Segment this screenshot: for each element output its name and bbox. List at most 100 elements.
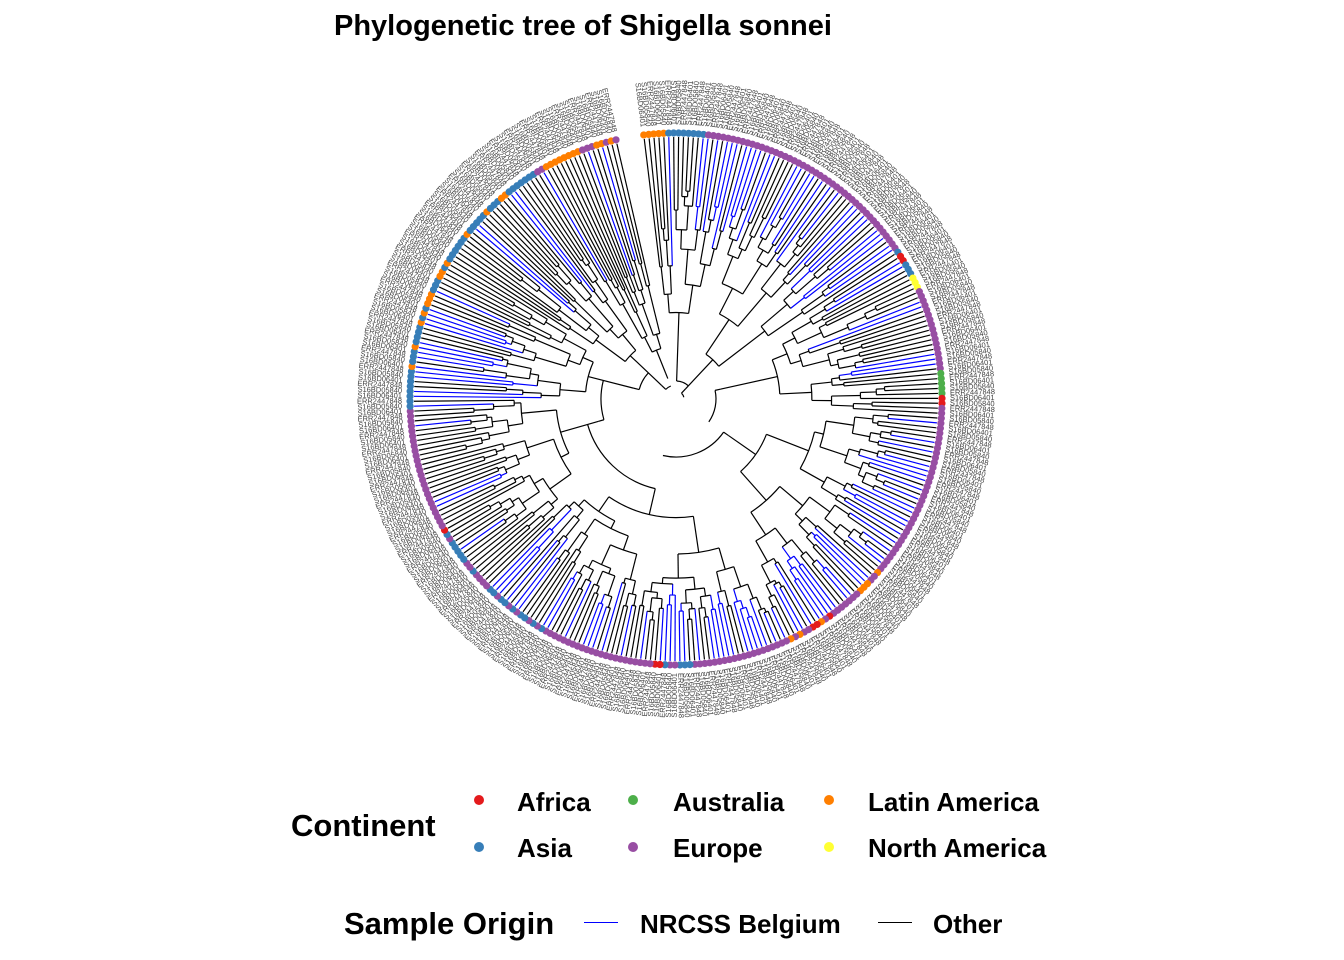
tree-branch <box>878 440 933 453</box>
tree-branch <box>427 456 506 484</box>
tip-label: S16BD06401 <box>357 391 402 400</box>
tree-branch <box>786 560 793 569</box>
tree-branch <box>422 443 503 466</box>
tree-branch <box>794 566 828 614</box>
tree-branch <box>573 592 596 641</box>
tree-branch <box>699 264 706 287</box>
tree-branch <box>564 581 592 637</box>
tree-branch-arc <box>872 485 876 490</box>
tree-branch <box>821 286 830 293</box>
tree-branch <box>592 150 636 275</box>
tree-branch <box>860 448 878 455</box>
tip-label: S16BD05840 <box>646 672 658 717</box>
tip-label: S16BD06401 <box>652 672 664 717</box>
tree-branch <box>503 440 525 448</box>
tree-branch-arc <box>813 534 817 538</box>
tree-branch <box>805 237 884 300</box>
tree-branch <box>511 194 583 283</box>
tree-branch <box>640 611 648 659</box>
tree-branch <box>522 474 530 480</box>
tree-branch <box>890 434 935 444</box>
tip-point <box>406 402 414 410</box>
tree-branch <box>774 527 788 544</box>
tree-branch <box>660 266 665 295</box>
tree-branch <box>844 461 862 470</box>
tree-branch-arc <box>705 353 720 367</box>
tree-branch <box>518 557 558 610</box>
tree-branch <box>818 323 827 329</box>
tree-branch <box>797 331 822 345</box>
tree-branch-arc <box>549 527 554 533</box>
tree-branch <box>607 596 613 608</box>
tree-branch <box>779 587 803 629</box>
tip-point <box>671 661 679 669</box>
tree-branch-arc <box>790 288 797 295</box>
tree-branch <box>864 543 885 559</box>
tree-branch <box>738 222 751 249</box>
tree-branch-arc <box>600 380 605 420</box>
tree-branch <box>450 264 515 304</box>
tree-branch <box>805 551 815 563</box>
tree-branch <box>868 465 924 486</box>
tree-branch <box>608 568 612 574</box>
tree-branch <box>840 315 925 345</box>
tree-branch <box>438 484 494 512</box>
tree-branch-arc <box>524 440 531 456</box>
tree-branch <box>521 409 557 414</box>
tree-branch-arc <box>585 262 591 267</box>
tree-branch-arc <box>695 229 701 231</box>
tree-branch <box>723 431 729 437</box>
tree-branch <box>574 157 626 278</box>
tree-branch-arc <box>812 543 817 548</box>
tree-branch <box>847 515 893 548</box>
legend-label-north-america: North America <box>868 833 1047 863</box>
tree-branch <box>606 145 640 265</box>
tree-branch <box>702 140 719 232</box>
tree-branch <box>811 563 844 602</box>
tree-branch <box>518 188 596 291</box>
tree-branch <box>587 604 604 647</box>
tree-branch <box>891 430 936 439</box>
tree-branch <box>592 606 607 648</box>
tree-branch <box>827 241 887 287</box>
tree-branch <box>556 273 568 285</box>
tree-branch <box>558 535 565 542</box>
tree-branch <box>655 334 662 349</box>
tree-branch <box>426 459 486 480</box>
tree-branch <box>717 592 721 604</box>
tree-branch-arc <box>662 431 725 458</box>
tree-branch <box>463 521 507 554</box>
tree-branch <box>604 300 628 332</box>
tree-branch <box>547 169 611 281</box>
tree-branch <box>521 279 538 293</box>
tree-branch <box>492 419 508 423</box>
tree-branch-arc <box>549 335 552 340</box>
tree-branch-arc <box>566 280 572 285</box>
tip-label: ERR2447848 <box>679 80 689 125</box>
tree-branch <box>837 354 860 361</box>
tree-branch <box>533 477 544 485</box>
tree-branch <box>433 299 535 342</box>
tree-branch <box>574 310 592 326</box>
tree-branch-arc <box>628 592 637 596</box>
tree-branch <box>493 405 515 408</box>
tree-branch <box>673 137 675 211</box>
tree-branch <box>771 175 815 245</box>
tree-branch <box>872 488 915 509</box>
tree-branch <box>776 186 831 262</box>
tree-branch <box>469 511 533 562</box>
tree-branch <box>809 496 831 513</box>
tree-branch <box>827 348 844 355</box>
tree-branch <box>506 504 515 511</box>
tree-branch <box>812 546 855 592</box>
tree-branch <box>802 359 830 368</box>
tree-branch <box>773 594 795 634</box>
tip-label: ERR2447848 <box>640 671 653 717</box>
tree-branch <box>436 476 502 507</box>
tree-branch <box>767 610 781 640</box>
tree-branch <box>770 168 802 226</box>
tree-branch-arc <box>520 277 524 282</box>
tree-branch <box>756 249 764 262</box>
tree-branch <box>843 373 937 384</box>
tree-branch <box>622 303 643 339</box>
